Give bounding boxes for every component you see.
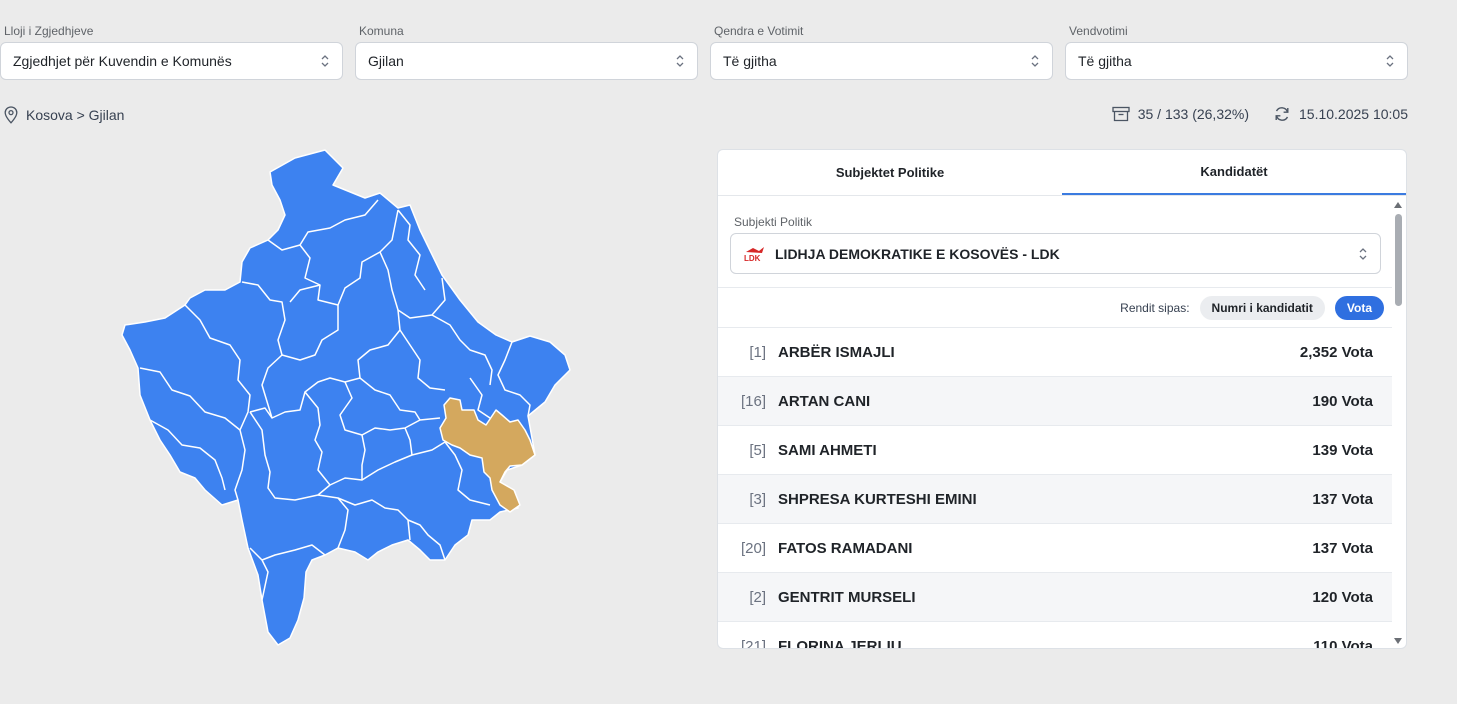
candidate-name: FLORINA JERLIU [778,637,902,649]
tab-bar: Subjektet Politike Kandidatët [718,150,1406,196]
filter-polling-center: Qendra e Votimit Të gjitha [710,24,1053,80]
counted-stat: 35 / 133 (26,32%) [1112,106,1249,122]
candidate-votes: 120 Vota [1312,588,1373,606]
sort-by-votes-button[interactable]: Vota [1334,296,1384,320]
party-select[interactable]: LDK LIDHJA DEMOKRATIKE E KOSOVËS - LDK [730,233,1381,274]
scrollbar[interactable] [1390,196,1406,648]
updated-stat: 15.10.2025 10:05 [1273,105,1408,123]
candidate-votes: 110 Vota [1313,637,1373,649]
counted-text: 35 / 133 (26,32%) [1137,106,1249,122]
candidate-votes: 137 Vota [1312,539,1373,557]
party-select-value: LIDHJA DEMOKRATIKE E KOSOVËS - LDK [775,245,1060,262]
filter-label: Komuna [359,24,404,38]
candidate-row[interactable]: [21] FLORINA JERLIU 110 Vota [718,622,1392,649]
candidate-name: SHPRESA KURTESHI EMINI [778,490,977,508]
candidate-number: [5] [749,441,766,459]
candidate-name: FATOS RAMADANI [778,539,913,557]
filter-polling-station: Vendvotimi Të gjitha [1065,24,1408,80]
select-value: Gjilan [368,53,404,69]
ldk-logo-text: LDK [744,254,761,262]
archive-box-icon [1112,106,1130,122]
filter-municipality: Komuna Gjilan [355,24,698,80]
candidate-number: [1] [749,343,766,361]
polling-center-select[interactable]: Të gjitha [710,42,1053,80]
chevron-updown-icon [1359,247,1367,260]
polling-station-select[interactable]: Të gjitha [1065,42,1408,80]
candidate-number: [2] [749,588,766,606]
candidate-number: [16] [740,392,766,410]
filter-label: Lloji i Zgjedhjeve [4,24,94,38]
candidate-row[interactable]: [16] ARTAN CANI 190 Vota [718,377,1392,426]
updated-text: 15.10.2025 10:05 [1299,106,1408,122]
stats-bar: 35 / 133 (26,32%) 15.10.2025 10:05 [1112,105,1408,123]
candidate-votes: 190 Vota [1312,392,1373,410]
tab-political-subjects[interactable]: Subjektet Politike [835,165,945,180]
candidate-number: [21] [740,637,766,649]
location-pin-icon [4,106,18,124]
map-gjilan-highlight [439,397,536,513]
candidate-name: ARBËR ISMAJLI [778,343,895,361]
candidate-votes: 139 Vota [1312,441,1373,459]
scroll-down-arrow-icon[interactable] [1394,638,1402,644]
chevron-updown-icon [1386,55,1394,67]
candidate-number: [20] [740,539,766,557]
ldk-logo: LDK [743,246,767,263]
filter-election-type: Lloji i Zgjedhjeve Zgjedhjet për Kuvendi… [0,24,343,80]
chevron-updown-icon [321,55,329,67]
breadcrumb: Kosova > Gjilan [4,106,124,124]
map-municipality-borders [139,199,531,601]
filter-label: Vendvotimi [1069,24,1128,38]
select-value: Zgjedhjet për Kuvendin e Komunës [13,53,232,69]
party-select-label: Subjekti Politik [734,215,813,229]
chevron-updown-icon [1031,55,1039,67]
tab-candidates[interactable]: Kandidatët [1062,150,1406,195]
select-value: Të gjitha [723,53,777,69]
scrollbar-thumb[interactable] [1395,214,1402,306]
filter-label: Qendra e Votimit [714,24,804,38]
candidate-number: [3] [749,490,766,508]
candidate-row[interactable]: [3] SHPRESA KURTESHI EMINI 137 Vota [718,475,1392,524]
sort-by-number-button[interactable]: Numri i kandidatit [1199,296,1325,320]
municipality-select[interactable]: Gjilan [355,42,698,80]
candidate-name: SAMI AHMETI [778,441,877,459]
select-value: Të gjitha [1078,53,1132,69]
refresh-icon[interactable] [1273,105,1291,123]
scroll-up-arrow-icon[interactable] [1394,202,1402,208]
map-country-shape [121,149,571,646]
divider [718,287,1392,288]
candidate-row[interactable]: [20] FATOS RAMADANI 137 Vota [718,524,1392,573]
election-type-select[interactable]: Zgjedhjet për Kuvendin e Komunës [0,42,343,80]
candidate-name: ARTAN CANI [778,392,871,410]
candidate-votes: 2,352 Vota [1299,343,1373,361]
candidate-row[interactable]: [5] SAMI AHMETI 139 Vota [718,426,1392,475]
sort-bar: Rendit sipas: Numri i kandidatit Vota [1120,296,1384,320]
candidate-list: [1] ARBËR ISMAJLI 2,352 Vota [16] ARTAN … [718,328,1392,649]
results-panel: Subjektet Politike Kandidatët Subjekti P… [717,149,1407,649]
candidate-votes: 137 Vota [1312,490,1373,508]
chevron-updown-icon [676,55,684,67]
candidate-row[interactable]: [2] GENTRIT MURSELI 120 Vota [718,573,1392,622]
sort-label: Rendit sipas: [1120,301,1190,315]
breadcrumb-text: Kosova > Gjilan [26,107,125,123]
candidate-row[interactable]: [1] ARBËR ISMAJLI 2,352 Vota [718,328,1392,377]
kosovo-map [121,149,571,646]
divider [718,327,1392,328]
candidate-name: GENTRIT MURSELI [778,588,916,606]
